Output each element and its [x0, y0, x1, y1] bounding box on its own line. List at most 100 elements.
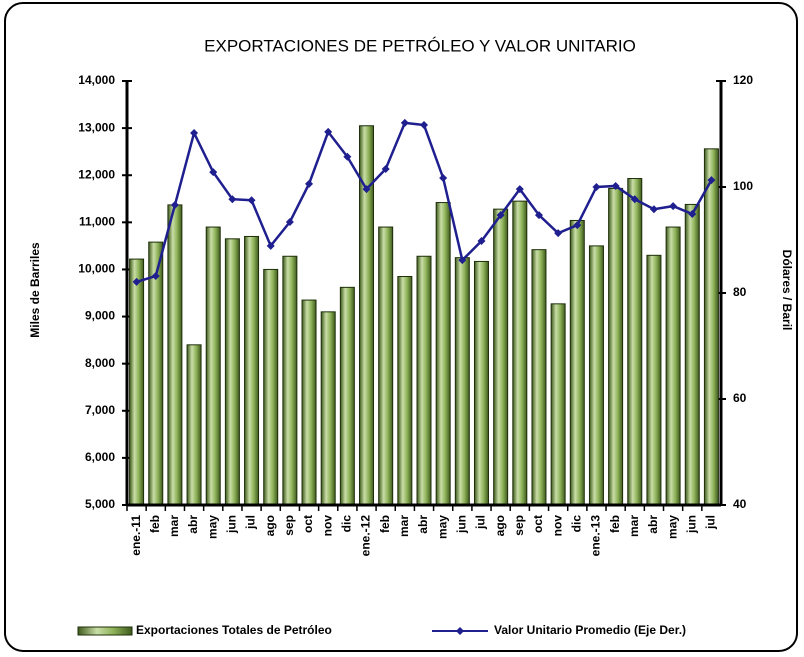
bar: [244, 235, 260, 506]
point: [343, 152, 352, 161]
bar: [397, 276, 413, 506]
bar: [301, 299, 317, 506]
point: [400, 118, 409, 127]
bar: [263, 268, 279, 506]
point: [534, 211, 543, 220]
point: [707, 176, 716, 185]
y2-tick-label: 80: [733, 285, 747, 299]
legend-label: Valor Unitario Promedio (Eje Der.): [494, 623, 686, 637]
bar: [186, 344, 202, 506]
bar: [703, 148, 719, 506]
legend-marker: [456, 627, 464, 635]
bar: [339, 286, 355, 506]
bar: [224, 238, 240, 506]
y-tick-label: 13,000: [78, 120, 115, 134]
y-tick-label: 7,000: [85, 403, 115, 417]
bar: [282, 255, 298, 506]
point: [170, 201, 179, 210]
x-tick-label: jun: [225, 515, 239, 534]
y-tick-label: 5,000: [85, 497, 115, 511]
x-tick-label: jul: [474, 515, 488, 530]
x-tick-label: oct: [531, 515, 545, 533]
point: [381, 164, 390, 173]
point: [132, 277, 141, 286]
x-tick-label: may: [435, 515, 449, 539]
y-tick-label: 9,000: [85, 309, 115, 323]
bar: [531, 249, 547, 506]
bar: [205, 226, 221, 506]
bar: [608, 187, 624, 506]
x-tick-label: ago: [263, 515, 277, 536]
point: [496, 211, 505, 220]
x-tick-label: ago: [493, 515, 507, 536]
x-tick-label: feb: [148, 515, 162, 533]
y2-axis-title: Dólares / Baril: [780, 250, 794, 331]
bar: [148, 241, 164, 506]
x-tick-label: ene.-11: [129, 515, 143, 556]
chart-title: EXPORTACIONES DE PETRÓLEO Y VALOR UNITAR…: [204, 36, 636, 55]
point: [151, 272, 160, 281]
x-tick-label: jul: [244, 515, 258, 530]
bar: [454, 257, 470, 506]
legend-label: Exportaciones Totales de Petróleo: [136, 623, 332, 637]
x-tick-label: mar: [397, 515, 411, 537]
bar: [569, 219, 585, 506]
point: [362, 185, 371, 194]
x-tick-label: abr: [416, 515, 430, 534]
y2-tick-label: 40: [733, 497, 747, 511]
x-tick-label: abr: [186, 515, 200, 534]
bar: [646, 254, 662, 506]
bar: [129, 258, 145, 506]
y-tick-label: 6,000: [85, 450, 115, 464]
bar: [665, 226, 681, 506]
point: [458, 256, 467, 265]
point: [630, 195, 639, 204]
point: [477, 237, 486, 246]
point: [190, 128, 199, 137]
x-tick-label: jul: [704, 515, 718, 530]
x-tick-label: dic: [340, 515, 354, 533]
y-axis-title: Miles de Barriles: [28, 242, 42, 338]
bar: [320, 311, 336, 506]
bar: [378, 226, 394, 506]
bar: [550, 303, 566, 506]
point: [324, 127, 333, 136]
x-tick-label: nov: [550, 515, 564, 537]
x-tick-label: jun: [454, 515, 468, 534]
point: [611, 181, 620, 190]
point: [515, 185, 524, 194]
y-tick-label: 12,000: [78, 167, 115, 181]
x-tick-label: mar: [627, 515, 641, 537]
point: [266, 241, 275, 250]
bar: [493, 208, 509, 506]
point: [228, 195, 237, 204]
y2-tick-label: 120: [733, 73, 753, 87]
bar: [588, 245, 604, 506]
x-tick-label: jun: [684, 515, 698, 534]
point: [688, 210, 697, 219]
x-tick-label: feb: [608, 515, 622, 533]
x-tick-label: feb: [378, 515, 392, 533]
bar: [473, 260, 489, 506]
point: [209, 168, 218, 177]
point: [247, 196, 256, 205]
point: [649, 205, 658, 214]
x-tick-label: dic: [569, 515, 583, 533]
x-tick-label: may: [665, 515, 679, 539]
point: [669, 202, 678, 211]
point: [305, 179, 314, 188]
point: [573, 221, 582, 230]
y-tick-label: 14,000: [78, 73, 115, 87]
point: [439, 173, 448, 182]
y-tick-label: 8,000: [85, 356, 115, 370]
x-tick-label: may: [205, 515, 219, 539]
y-tick-label: 11,000: [79, 215, 115, 229]
x-tick-label: abr: [646, 515, 660, 534]
x-tick-label: ene.-13: [589, 515, 603, 557]
point: [285, 217, 294, 226]
x-tick-label: sep: [282, 515, 296, 536]
x-tick-label: oct: [301, 515, 315, 533]
x-tick-label: nov: [320, 515, 334, 537]
bar: [627, 178, 643, 506]
